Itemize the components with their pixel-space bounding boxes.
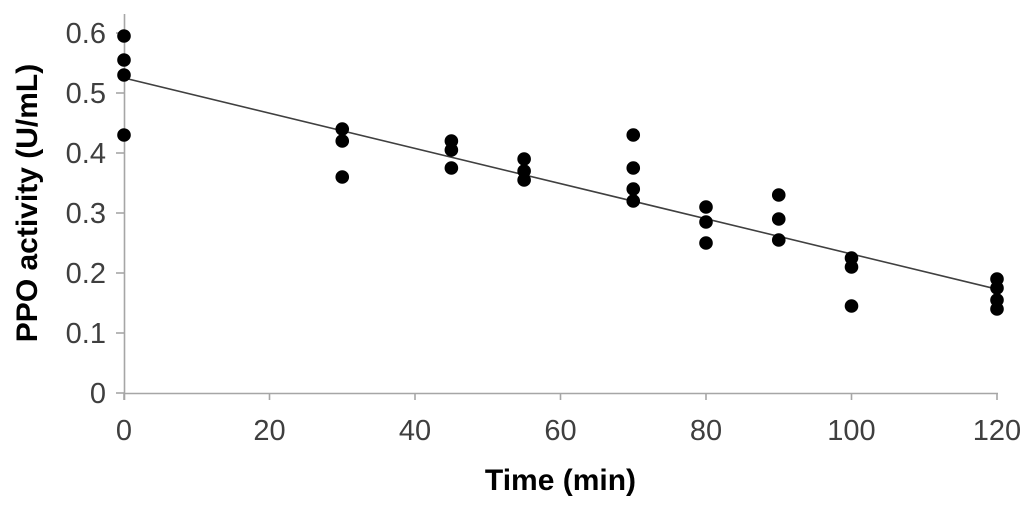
data-point: [771, 212, 786, 226]
data-point: [771, 188, 786, 202]
data-point: [990, 302, 1004, 316]
data-point: [626, 182, 641, 196]
y-tick-label: 0.3: [66, 198, 106, 230]
y-axis-title: PPO activity (U/mL): [11, 63, 44, 343]
data-point: [335, 170, 350, 184]
x-axis-title: Time (min): [484, 464, 637, 497]
data-point: [117, 53, 131, 67]
y-tick-label: 0.6: [66, 18, 106, 50]
data-point: [699, 215, 713, 229]
y-tick-label: 0.4: [66, 138, 106, 170]
data-point: [990, 281, 1004, 295]
x-tick-label: 60: [544, 415, 576, 447]
x-tick-label: 80: [690, 415, 722, 447]
y-tick-label: 0.5: [66, 78, 106, 110]
data-point: [844, 299, 859, 313]
data-point: [517, 173, 531, 187]
data-point: [444, 161, 459, 175]
data-point: [517, 152, 531, 166]
data-point: [117, 68, 131, 82]
data-point: [626, 161, 641, 175]
y-tick-label: 0.1: [66, 318, 106, 350]
data-point: [771, 233, 786, 247]
data-point: [699, 236, 713, 250]
x-tick-label: 100: [827, 415, 875, 447]
data-point: [335, 122, 350, 136]
data-point: [444, 143, 459, 157]
x-tick-label: 20: [253, 415, 285, 447]
data-point: [626, 128, 641, 142]
x-tick-label: 40: [399, 415, 431, 447]
y-tick-label: 0.2: [66, 258, 106, 290]
data-point: [117, 29, 131, 43]
data-point: [626, 194, 641, 208]
x-tick-label: 120: [973, 415, 1021, 447]
data-point: [335, 134, 350, 148]
x-tick-label: 0: [116, 415, 132, 447]
y-tick-label: 0: [90, 378, 106, 410]
data-point: [117, 128, 131, 142]
data-point: [699, 200, 713, 214]
trendline: [123, 77, 998, 290]
data-point: [844, 260, 859, 274]
